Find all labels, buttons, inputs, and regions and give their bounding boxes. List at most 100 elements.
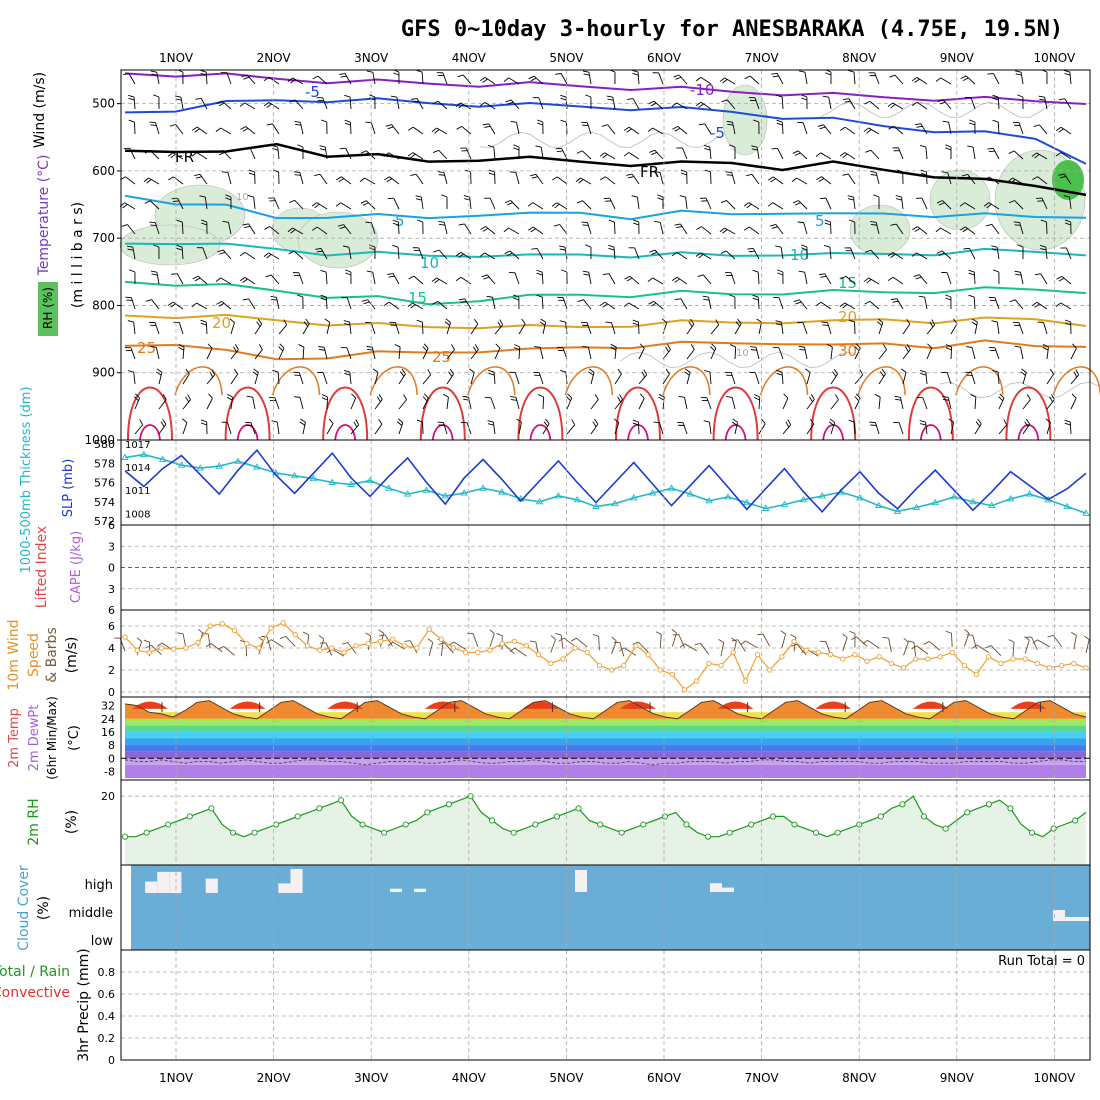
wind10m-barb-feather: [341, 642, 348, 645]
wind-barb: [1013, 150, 1024, 160]
isotherm-loop-30: [712, 386, 759, 441]
wind-barb-feather: [252, 371, 258, 376]
wind-barb-feather: [793, 299, 800, 303]
wind-barb: [276, 297, 280, 310]
wind-barb-feather: [633, 222, 639, 226]
wind-barb: [299, 122, 304, 135]
isotherm-loop-35: [529, 424, 552, 441]
wind-barb-feather: [673, 74, 680, 78]
wind-barb-feather: [1042, 343, 1049, 348]
wind-barb: [421, 321, 424, 335]
wind-barb: [127, 224, 136, 235]
wind-barb: [681, 147, 688, 160]
wind-barb-feather: [272, 369, 279, 373]
temp-unit-label: (°C): [67, 725, 82, 751]
wind-barb-feather: [294, 396, 301, 398]
wind-barb: [340, 202, 352, 210]
wind-barb-feather: [866, 129, 872, 134]
wind-barb: [221, 301, 232, 310]
wind-barb-feather: [366, 345, 373, 348]
wind-barb-feather: [433, 149, 439, 153]
wind-barb-feather: [674, 278, 680, 283]
wind10m-speed-marker: [1071, 660, 1077, 667]
wind-barb: [782, 397, 789, 410]
wind-barb-feather: [384, 176, 390, 181]
isotherm-loop-25: [759, 366, 809, 396]
wind-barb-feather: [914, 78, 920, 83]
slp-axis-label: SLP (mb): [61, 459, 76, 518]
wind-barb-feather: [442, 393, 449, 398]
wind-barb: [245, 126, 256, 135]
wind-barb-feather: [145, 299, 152, 302]
wind-barb: [875, 172, 880, 185]
rh2m-marker: [683, 821, 690, 828]
wind-barb-feather: [438, 174, 445, 176]
wind-barb-feather: [244, 225, 251, 228]
wind-barb: [799, 299, 808, 310]
wind-barb: [350, 424, 360, 435]
wind-barb-feather: [916, 125, 923, 128]
wind-barb-feather: [968, 294, 975, 298]
wind-barb: [1036, 152, 1048, 160]
wind-barb: [706, 397, 712, 410]
wind-barb: [366, 200, 376, 210]
wind-barb-feather: [801, 244, 808, 248]
isotherm-loop-25: [271, 366, 321, 396]
wind10m-speed-marker: [791, 638, 797, 645]
wind-barb-feather: [842, 153, 848, 159]
wind-barb-feather: [1063, 195, 1070, 198]
wind-barb: [658, 72, 664, 85]
wind-barb-feather: [1003, 419, 1008, 426]
wind-barb: [220, 277, 232, 285]
wind10m-barb-feather: [790, 634, 797, 638]
thickness-tick-label: 576: [94, 477, 115, 490]
wind-barb: [748, 202, 760, 210]
wind10m-barb: [384, 634, 393, 647]
wind10m-barb: [950, 633, 953, 648]
wind10m-speed-marker: [1059, 662, 1065, 669]
wind-barb-feather: [434, 129, 440, 134]
wind-barb-feather: [560, 369, 567, 373]
wind-barb: [1069, 197, 1072, 210]
wind-barb: [950, 346, 953, 360]
rh-shade: [722, 84, 768, 156]
wind-barb: [180, 97, 184, 110]
wind-barb: [485, 226, 496, 235]
wind-barb: [902, 349, 911, 360]
wind-barb: [518, 323, 526, 335]
wind-barb-feather: [575, 177, 581, 183]
wind10m-speed-marker: [280, 620, 286, 626]
wind-barb: [830, 347, 833, 360]
wind-barb-feather: [176, 247, 183, 251]
wind-barb-feather: [715, 319, 720, 326]
wind-barb-feather: [219, 152, 225, 156]
wind-barb-feather: [297, 294, 303, 298]
wind10m-barb: [285, 636, 296, 647]
wind-barb: [1046, 373, 1055, 385]
wind-barb: [158, 372, 163, 385]
wind-barb-feather: [911, 252, 917, 257]
pressure-axis-label: (m i l l i b a r s): [70, 202, 86, 308]
wind-barb-feather: [503, 227, 509, 233]
wind-barb-feather: [488, 369, 495, 373]
isotherm-line-25: [124, 339, 1087, 361]
wind-barb-feather: [743, 226, 750, 231]
wind-barb-feather: [920, 169, 927, 173]
cloud-unit-label: (%): [36, 896, 52, 920]
wind-barb: [493, 147, 496, 160]
wind-barb-feather: [895, 195, 902, 198]
wind-barb: [486, 274, 496, 285]
wind-barb: [412, 302, 424, 310]
wind-barb: [1037, 176, 1048, 185]
wind-barb-feather: [1064, 322, 1071, 326]
wind-barb-feather: [191, 126, 198, 131]
wind-barb: [757, 271, 760, 285]
wind-barb-feather: [385, 124, 392, 127]
wind-barb: [1069, 72, 1072, 85]
wind-barb-feather: [287, 77, 293, 82]
wind-barb-feather: [153, 94, 160, 98]
wind-barb: [416, 98, 424, 110]
wind-barb: [133, 121, 136, 135]
wind-barb-feather: [324, 318, 331, 323]
wind-barb: [566, 397, 573, 410]
